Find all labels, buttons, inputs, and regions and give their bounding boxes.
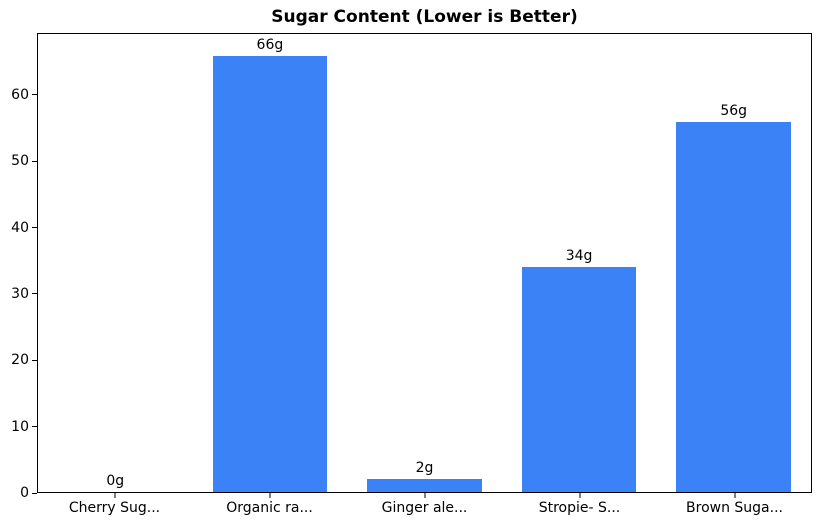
y-tick-mark (32, 227, 37, 228)
y-tick-mark (32, 359, 37, 361)
y-tick-mark (32, 160, 37, 162)
bar-value-label: 34g (565, 248, 593, 265)
y-axis-labels: 0 10 20 30 40 50 60 (0, 33, 29, 500)
chart-title: Sugar Content (Lower is Better) (271, 7, 578, 27)
y-tick-mark (32, 492, 37, 494)
bars-layer: 0g 66g 2g 34g 56g (38, 34, 811, 492)
y-tick-mark (32, 94, 37, 96)
x-tick-mark (734, 493, 735, 498)
y-tick-label: 10 (11, 418, 29, 435)
plot-area: 0g 66g 2g 34g 56g (37, 33, 812, 493)
x-tick-mark (269, 493, 270, 498)
y-tick-label: 50 (11, 153, 29, 170)
bar (676, 121, 791, 492)
y-tick-label: 0 (20, 485, 29, 501)
y-tick-label: 20 (11, 352, 29, 369)
bar (521, 267, 637, 492)
bar-value-label: 2g (415, 459, 434, 476)
y-axis-ticks (32, 33, 37, 494)
x-axis-labels: Cherry Sug... Organic ra... Ginger ale... S… (37, 500, 812, 520)
x-tick-mark (424, 493, 425, 498)
bar (367, 478, 482, 492)
x-category-label: Ginger ale... (381, 500, 468, 516)
x-tick-mark (579, 493, 580, 498)
x-category-label: Stropie- S... (538, 500, 621, 516)
bar-value-label: 56g (720, 102, 748, 119)
y-tick-label: 40 (11, 219, 29, 236)
bar (212, 55, 328, 492)
y-tick-label: 60 (11, 86, 29, 103)
x-category-label: Brown Suga... (686, 500, 783, 516)
x-axis-ticks (37, 493, 812, 498)
y-tick-label: 30 (11, 285, 29, 302)
bar-value-label: 66g (256, 36, 284, 53)
x-category-label: Organic ra... (226, 500, 313, 516)
x-category-label: Cherry Sug... (68, 500, 161, 516)
x-tick-mark (114, 493, 115, 498)
y-tick-mark (32, 293, 37, 295)
bar-value-label: 0g (106, 473, 125, 489)
y-tick-mark (32, 426, 37, 428)
